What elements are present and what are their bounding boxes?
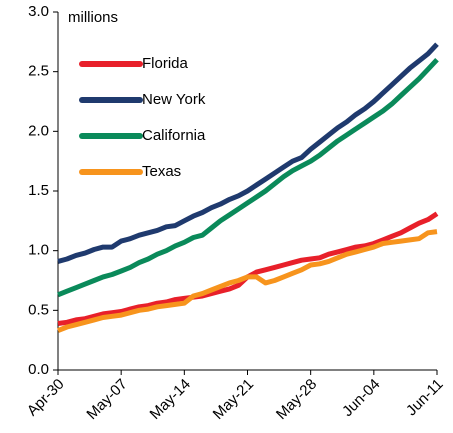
y-tick-label: 2.5 [28, 63, 49, 80]
y-tick-label: 1.0 [28, 242, 49, 259]
x-tick-label: May-28 [273, 376, 320, 423]
y-tick-label: 2.0 [28, 122, 49, 139]
legend-label: California [142, 127, 206, 144]
x-tick-label: May-07 [83, 376, 130, 423]
series-line [57, 229, 438, 333]
x-tick-label: May-21 [210, 376, 257, 423]
x-tick-label: Jun-11 [403, 376, 447, 420]
y-axis-label: millions [68, 9, 118, 26]
x-tick-label: Jun-04 [339, 376, 383, 420]
y-tick-label: 0.0 [28, 361, 49, 378]
legend-label: Texas [142, 163, 181, 180]
y-tick-label: 1.5 [28, 182, 49, 199]
y-tick-label: 0.5 [28, 301, 49, 318]
legend-label: New York [142, 91, 206, 108]
x-tick-label: Apr-30 [24, 376, 68, 420]
series-line [57, 57, 439, 298]
legend-label: Florida [142, 55, 189, 72]
series-line [57, 42, 439, 264]
y-tick-label: 3.0 [28, 3, 49, 20]
series-line [57, 211, 439, 326]
x-tick-label: May-14 [147, 376, 194, 423]
